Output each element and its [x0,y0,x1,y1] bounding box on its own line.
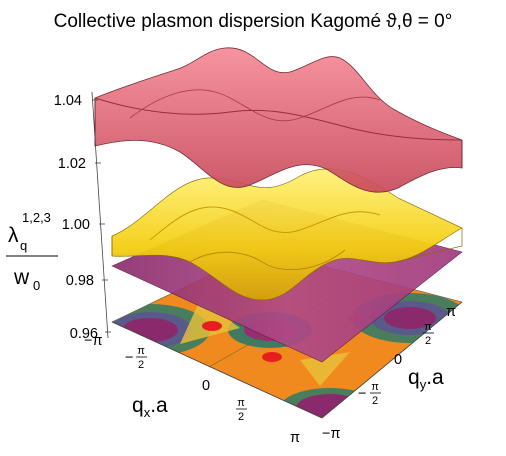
x-axis: −π − π 2 0 π 2 π qx.a [84,321,323,446]
svg-text:2: 2 [138,359,144,371]
svg-text:π: π [237,397,245,409]
y-tick-label: − π 2 [358,381,381,407]
band-3-surface [94,47,463,193]
y-tick-label: −π [322,426,340,442]
svg-text:λ: λ [8,224,19,247]
z-label-den: w [13,266,30,289]
x-tick-label: −π [84,333,102,349]
z-label-sub: q [20,238,27,253]
z-tick-label: 1.00 [62,217,90,233]
svg-text:2: 2 [425,335,431,347]
x-tick-label: 0 [202,378,210,394]
svg-text:−: − [358,386,366,402]
z-tick-label: 0.98 [66,273,94,289]
y-tick-label: 0 [394,352,402,368]
y-tick-label: π 2 [423,321,434,347]
y-tick-label: π [446,304,456,320]
z-label-den-sub: 0 [33,278,40,293]
svg-text:−: − [125,350,133,366]
z-label-sup: 1,2,3 [22,210,51,225]
z-tick-label: 0.96 [70,326,98,342]
x-tick-label: − π 2 [125,345,147,371]
x-tick-label: π [290,430,300,446]
y-axis-label: qy.a [408,366,444,392]
svg-text:2: 2 [238,411,244,423]
svg-text:π: π [424,321,432,333]
x-axis-label: qx.a [132,394,168,420]
chart-title: Collective plasmon dispersion Kagomé ϑ,θ… [54,11,453,32]
svg-text:2: 2 [372,395,378,407]
svg-text:π: π [137,345,145,357]
z-label-base: λ [8,224,19,247]
z-tick-label: 1.02 [58,156,86,172]
band-2-surface [111,168,463,301]
y-axis: −π − π 2 0 π 2 π qy.a [321,301,463,442]
x-tick-label: π 2 [236,397,247,423]
z-axis-label: λ q 1,2,3 w 0 [6,210,58,293]
z-axis: 1.04 1.02 1.00 0.98 0.96 [54,91,111,342]
svg-text:π: π [371,381,379,393]
z-tick-label: 1.04 [54,93,82,109]
